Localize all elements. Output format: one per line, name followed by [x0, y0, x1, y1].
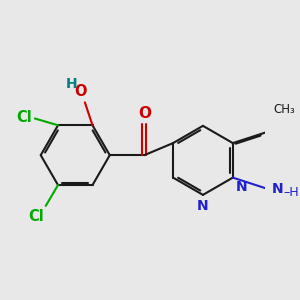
Text: H: H	[66, 77, 78, 91]
Text: –H: –H	[284, 186, 299, 200]
Text: N: N	[236, 180, 247, 194]
Text: O: O	[138, 106, 151, 122]
Text: Cl: Cl	[16, 110, 32, 125]
Text: O: O	[74, 84, 87, 99]
Text: CH₃: CH₃	[273, 103, 295, 116]
Text: N: N	[272, 182, 283, 196]
Text: N: N	[197, 199, 209, 213]
Text: Cl: Cl	[28, 209, 44, 224]
